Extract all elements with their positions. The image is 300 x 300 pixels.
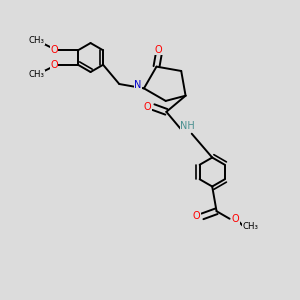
Text: CH₃: CH₃: [28, 70, 44, 80]
Text: O: O: [50, 60, 58, 70]
Text: O: O: [144, 102, 151, 112]
Text: N: N: [134, 80, 142, 90]
Text: O: O: [155, 45, 163, 55]
Text: CH₃: CH₃: [242, 222, 258, 231]
Text: O: O: [193, 212, 200, 221]
Text: NH: NH: [180, 122, 195, 131]
Text: O: O: [50, 45, 58, 55]
Text: O: O: [232, 214, 239, 224]
Text: CH₃: CH₃: [28, 36, 44, 45]
